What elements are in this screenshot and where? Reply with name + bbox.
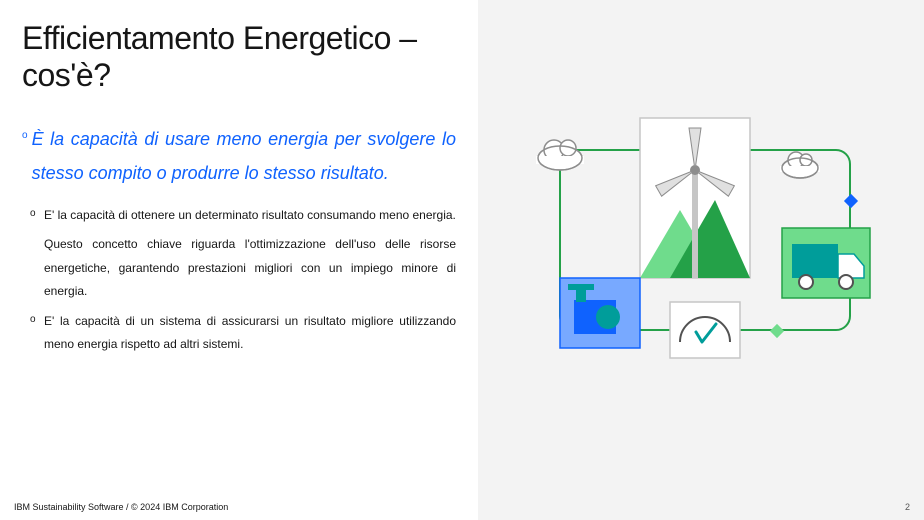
highlight-text: È la capacità di usare meno energia per … bbox=[32, 122, 456, 190]
energy-illustration bbox=[520, 110, 880, 370]
highlight-row: o È la capacità di usare meno energia pe… bbox=[22, 122, 456, 190]
list-item: E' la capacità di un sistema di assicura… bbox=[32, 310, 456, 357]
list-item: Questo concetto chiave riguarda l'ottimi… bbox=[32, 233, 456, 303]
body-list: E' la capacità di ottenere un determinat… bbox=[22, 204, 456, 356]
page-number: 2 bbox=[905, 502, 910, 512]
content-panel: Efficientamento Energetico – cos'è? o È … bbox=[0, 0, 478, 520]
highlight-bullet: o bbox=[22, 130, 28, 141]
footer-text: IBM Sustainability Software / © 2024 IBM… bbox=[14, 502, 228, 512]
page-title: Efficientamento Energetico – cos'è? bbox=[22, 20, 456, 94]
list-item: E' la capacità di ottenere un determinat… bbox=[32, 204, 456, 227]
